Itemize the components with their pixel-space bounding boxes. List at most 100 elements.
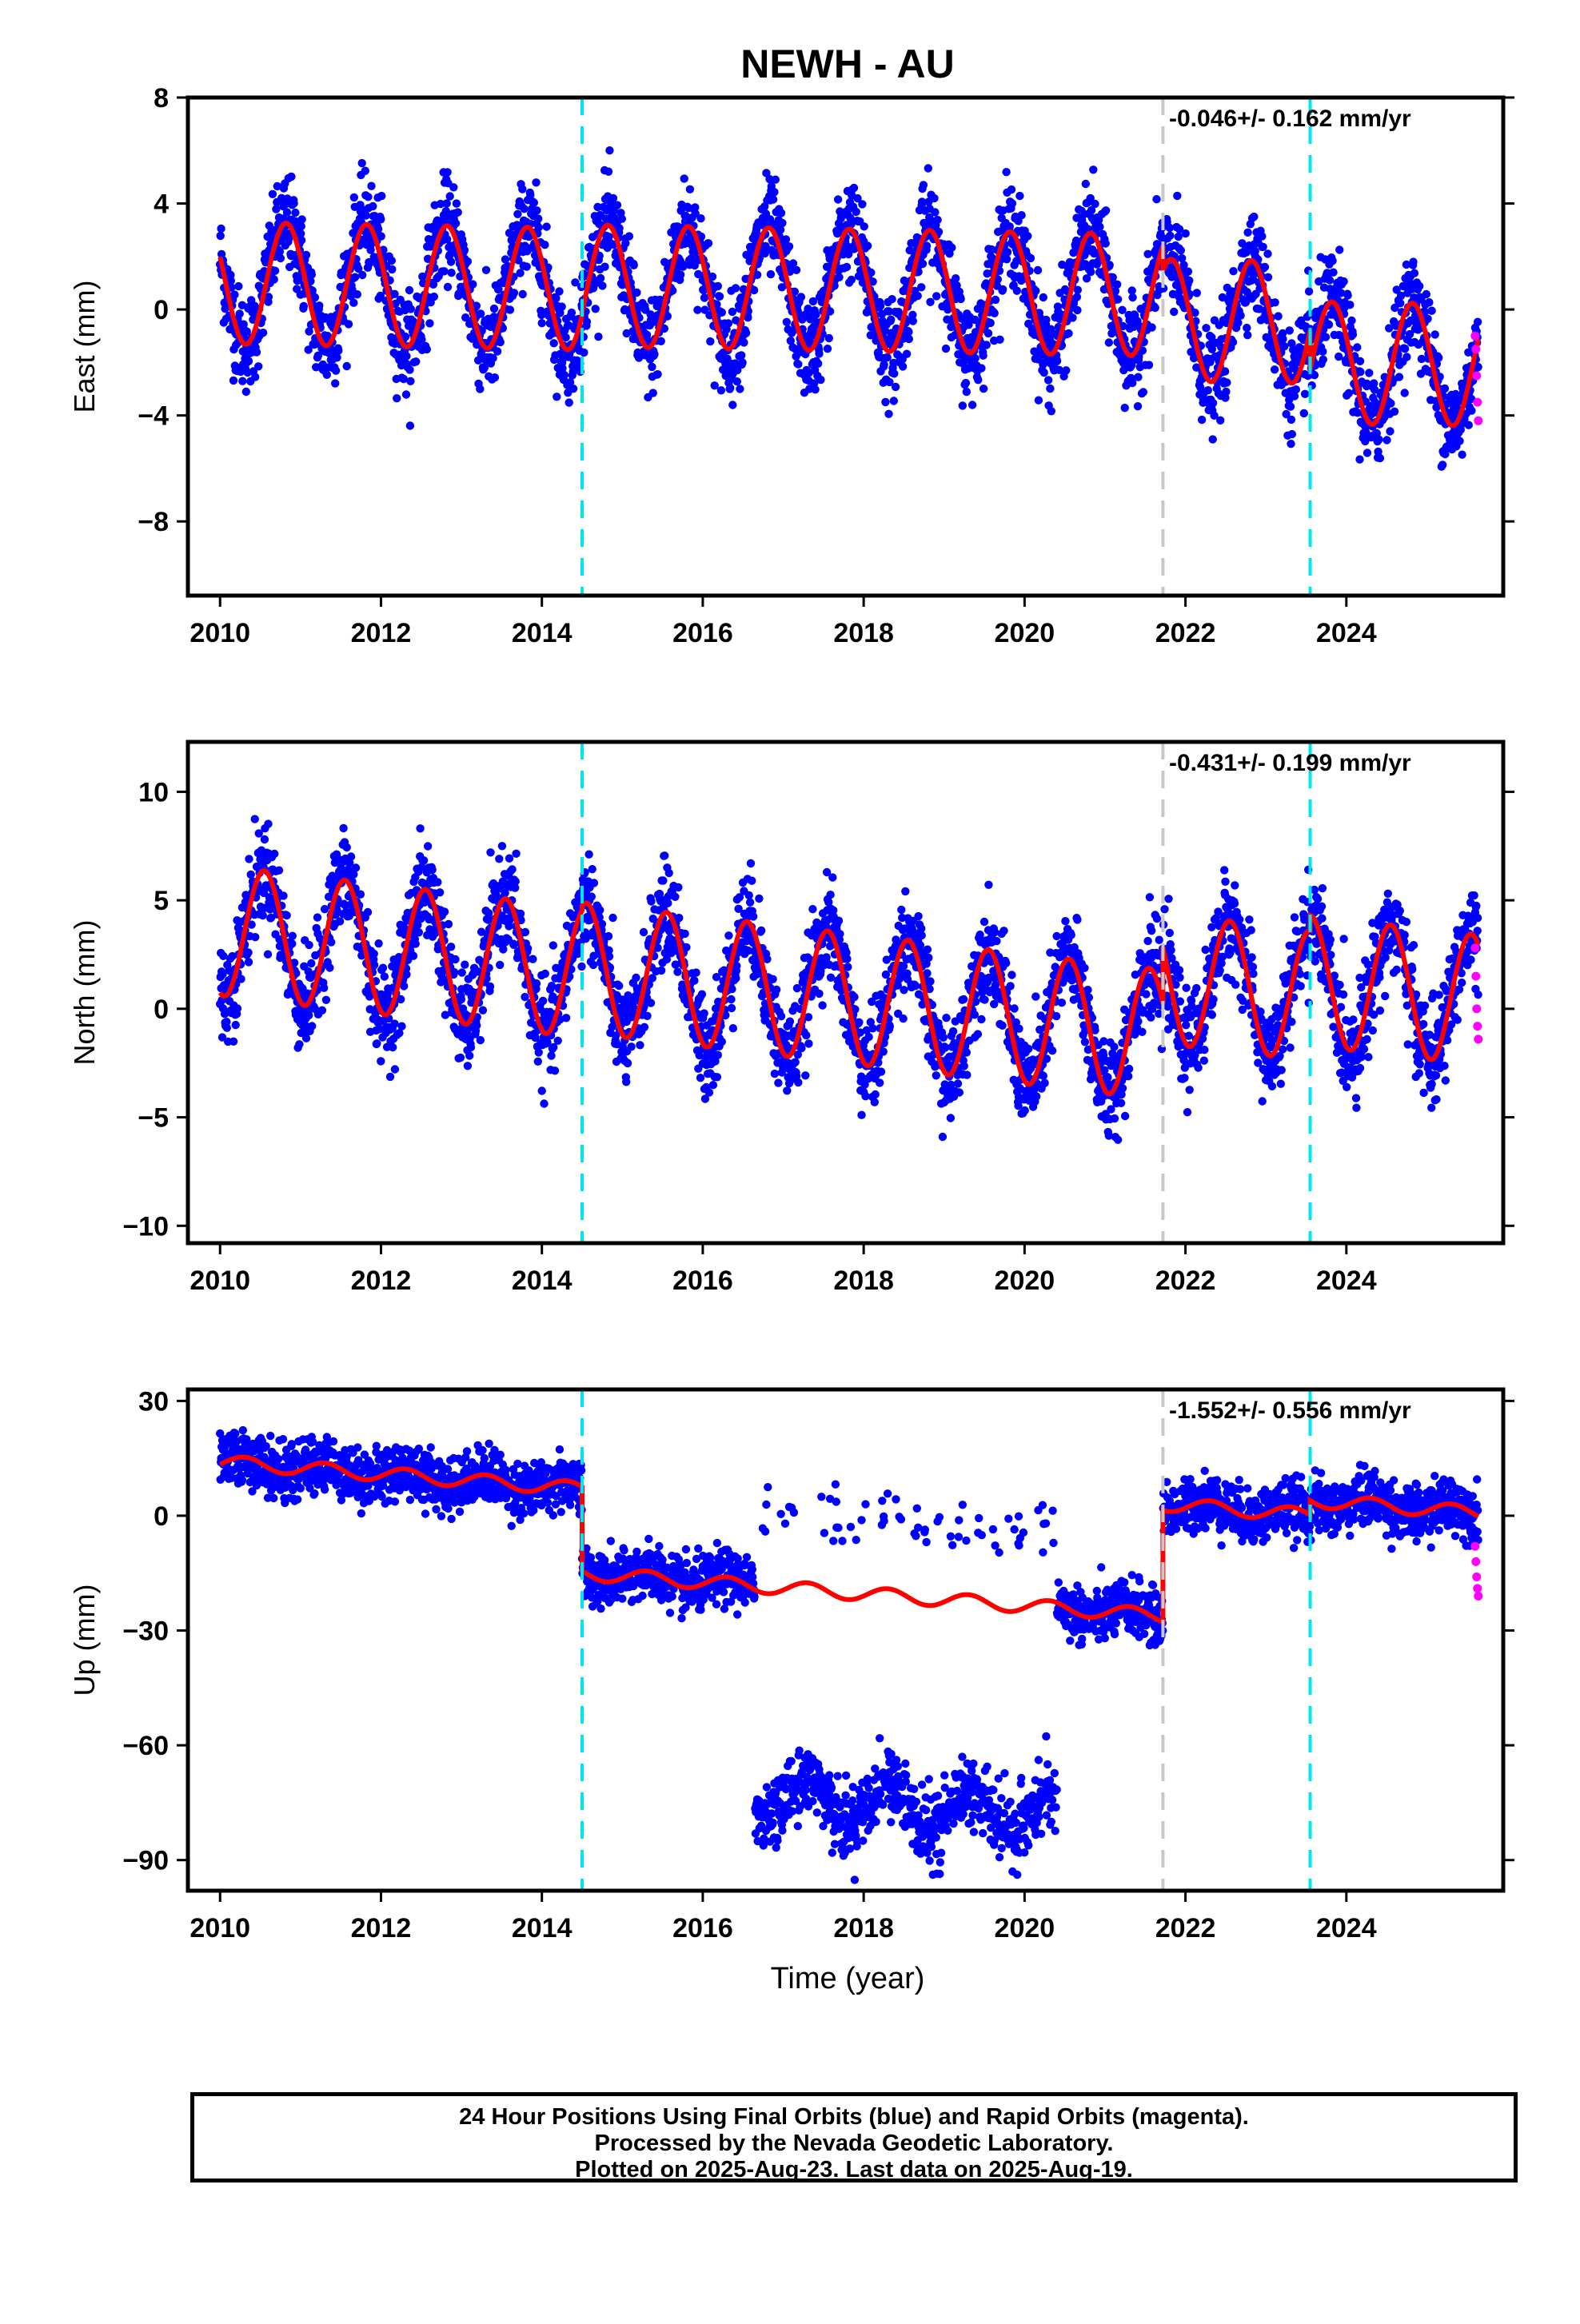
final-orbit-point	[848, 276, 856, 284]
final-orbit-point	[562, 1014, 570, 1022]
final-orbit-point	[1376, 454, 1384, 462]
final-orbit-point	[1375, 436, 1382, 444]
final-orbit-point	[259, 329, 267, 337]
final-orbit-point	[433, 878, 441, 886]
final-orbit-point	[1003, 255, 1011, 263]
final-orbit-point	[647, 897, 655, 905]
final-orbit-point	[323, 371, 331, 379]
final-orbit-point	[1185, 277, 1193, 285]
final-orbit-point	[311, 293, 319, 301]
final-orbit-point	[402, 390, 410, 398]
final-orbit-point	[583, 317, 591, 325]
final-orbit-point	[458, 968, 466, 976]
final-orbit-point	[229, 1038, 237, 1046]
final-orbit-point	[673, 968, 681, 976]
final-orbit-point	[443, 168, 451, 176]
final-orbit-point	[1236, 312, 1244, 320]
final-orbit-point	[888, 295, 896, 303]
final-orbit-point	[1427, 307, 1435, 315]
final-orbit-point	[254, 362, 262, 370]
final-orbit-point	[577, 963, 585, 971]
final-orbit-point	[441, 907, 449, 915]
final-orbit-point	[407, 305, 415, 313]
final-orbit-point	[1182, 229, 1190, 237]
final-orbit-point	[486, 983, 494, 991]
final-orbit-point	[1431, 330, 1439, 338]
final-orbit-point	[671, 893, 679, 901]
final-orbit-point	[1280, 342, 1288, 350]
y-tick-label: −4	[138, 401, 169, 432]
final-orbit-point	[1222, 388, 1230, 396]
final-orbit-point	[520, 205, 528, 213]
final-orbit-point	[305, 941, 313, 949]
chart-title: NEWH - AU	[740, 42, 955, 86]
final-orbit-point	[1151, 304, 1159, 312]
final-orbit-point	[732, 962, 740, 970]
final-orbit-point	[792, 266, 800, 274]
final-orbit-point	[884, 410, 892, 418]
final-orbit-point	[783, 318, 791, 326]
final-orbit-point	[270, 850, 278, 858]
final-orbit-point	[1152, 195, 1160, 203]
final-orbit-point	[568, 309, 576, 317]
final-orbit-point	[345, 320, 353, 328]
final-orbit-point	[1347, 317, 1355, 325]
final-orbit-point	[636, 1041, 644, 1049]
final-orbit-point	[1044, 376, 1052, 384]
final-orbit-point	[251, 933, 259, 941]
final-orbit-point	[364, 193, 372, 201]
final-orbit-point	[464, 1062, 472, 1070]
final-orbit-point	[1401, 345, 1409, 353]
final-orbit-point	[1455, 436, 1463, 444]
final-orbit-point	[362, 211, 370, 219]
final-orbit-point	[397, 995, 405, 1003]
final-orbit-point	[1062, 366, 1070, 374]
final-orbit-point	[1322, 333, 1330, 341]
final-orbit-point	[729, 1024, 737, 1032]
final-orbit-point	[230, 290, 238, 298]
final-orbit-point	[279, 891, 287, 899]
final-orbit-point	[343, 362, 351, 370]
final-orbit-point	[1271, 298, 1279, 306]
final-orbit-point	[676, 270, 684, 278]
final-orbit-point	[909, 317, 917, 325]
final-orbit-point	[464, 257, 472, 265]
final-orbit-point	[322, 996, 330, 1004]
final-orbit-point	[447, 943, 455, 951]
final-orbit-point	[625, 232, 633, 240]
final-orbit-point	[680, 930, 688, 938]
final-orbit-point	[1467, 407, 1475, 415]
rapid-orbit-point	[1473, 398, 1482, 407]
final-orbit-point	[1328, 257, 1336, 265]
final-orbit-point	[1087, 268, 1095, 276]
final-orbit-point	[605, 146, 613, 154]
final-orbit-point	[390, 1019, 398, 1027]
final-orbit-point	[521, 928, 529, 936]
final-orbit-point	[794, 360, 802, 368]
final-orbit-point	[1335, 245, 1343, 253]
final-orbit-point	[1023, 232, 1031, 240]
final-orbit-point	[1258, 232, 1266, 240]
final-orbit-point	[477, 309, 485, 317]
final-orbit-point	[283, 208, 291, 216]
rapid-orbit-point	[1470, 332, 1479, 341]
final-orbit-point	[657, 337, 665, 345]
final-orbit-point	[377, 192, 385, 200]
final-orbit-point	[498, 842, 506, 850]
final-orbit-point	[1386, 427, 1394, 435]
final-orbit-point	[728, 1004, 736, 1012]
final-orbit-point	[217, 225, 225, 233]
rapid-orbit-point	[1474, 417, 1482, 425]
final-orbit-point	[585, 851, 592, 859]
final-orbit-point	[899, 362, 907, 370]
final-orbit-point	[920, 181, 928, 189]
final-orbit-point	[1279, 335, 1287, 343]
final-orbit-point	[948, 244, 956, 252]
x-tick-label: 2010	[190, 618, 250, 648]
final-orbit-point	[377, 1057, 385, 1065]
final-orbit-point	[962, 379, 970, 387]
x-tick-label: 2012	[351, 618, 412, 648]
final-orbit-point	[1039, 293, 1047, 301]
final-orbit-point	[307, 959, 315, 967]
